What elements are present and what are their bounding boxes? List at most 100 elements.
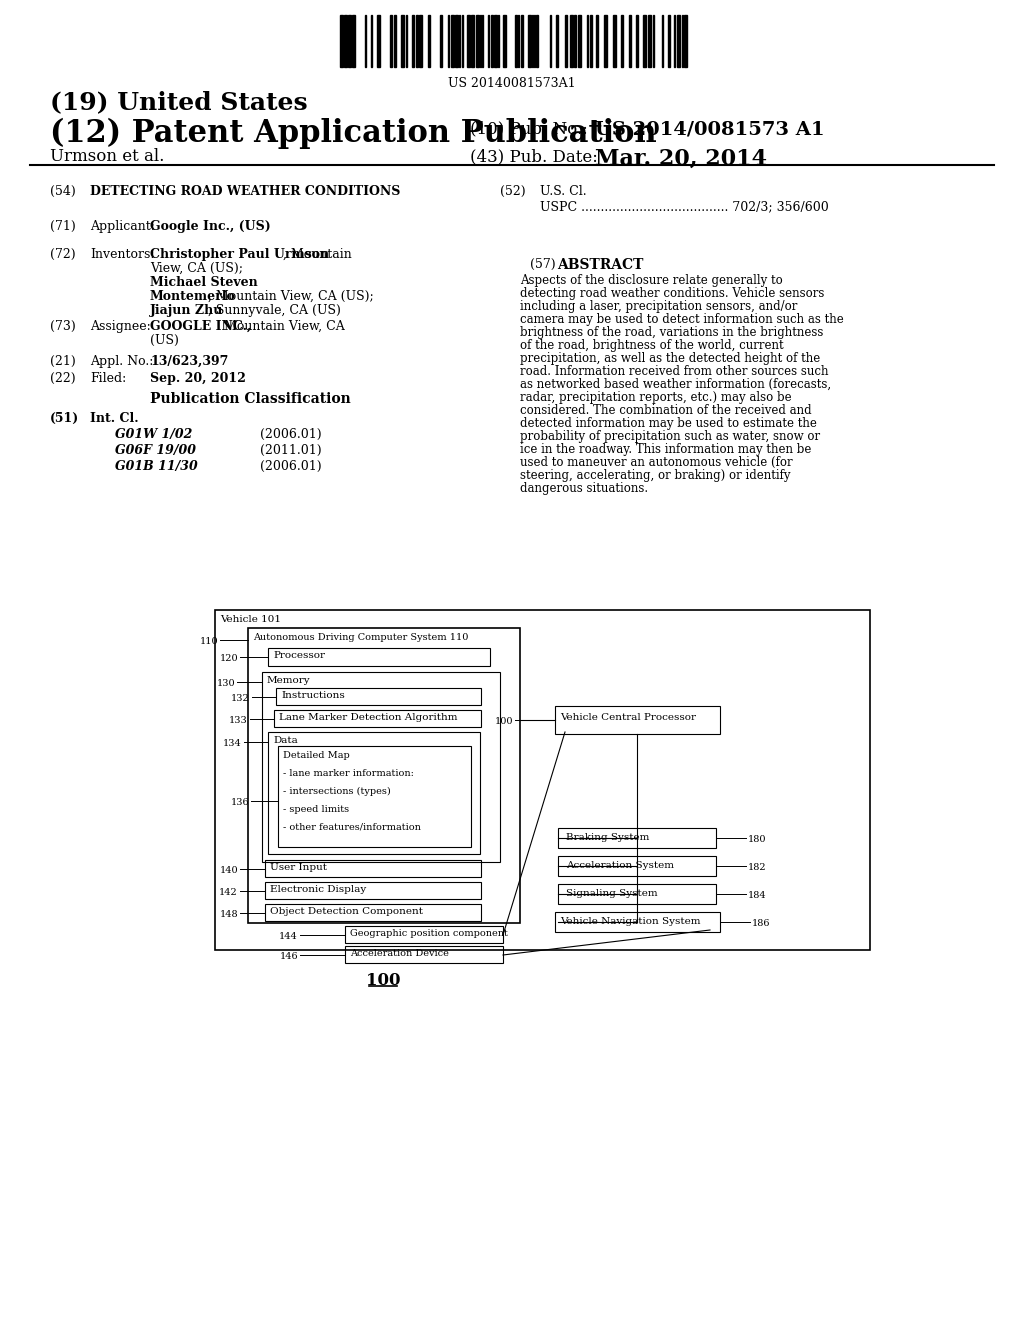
- Text: Sep. 20, 2012: Sep. 20, 2012: [150, 372, 246, 385]
- Text: (2006.01): (2006.01): [260, 428, 322, 441]
- Text: (2011.01): (2011.01): [260, 444, 322, 457]
- Bar: [345, 946, 503, 964]
- Bar: [276, 688, 481, 705]
- Bar: [377, 15, 380, 67]
- Text: View, CA (US);: View, CA (US);: [150, 261, 247, 275]
- Text: Google Inc., (US): Google Inc., (US): [150, 220, 270, 234]
- Text: 130: 130: [216, 678, 234, 688]
- Text: (US): (US): [150, 334, 179, 347]
- Bar: [613, 15, 616, 67]
- Bar: [412, 15, 414, 67]
- Bar: [416, 15, 418, 67]
- Text: Jiajun Zhu: Jiajun Zhu: [150, 304, 223, 317]
- Bar: [558, 828, 716, 847]
- Text: Vehicle 101: Vehicle 101: [220, 615, 281, 624]
- Text: 182: 182: [748, 863, 767, 873]
- Text: Acceleration Device: Acceleration Device: [350, 949, 449, 958]
- Bar: [340, 15, 343, 67]
- Text: - lane marker information:: - lane marker information:: [283, 770, 414, 777]
- Bar: [265, 904, 481, 921]
- Text: Vehicle Navigation System: Vehicle Navigation System: [560, 917, 700, 927]
- Text: probability of precipitation such as water, snow or: probability of precipitation such as wat…: [520, 430, 820, 444]
- Text: , Mountain: , Mountain: [284, 248, 352, 261]
- Text: 100: 100: [495, 717, 513, 726]
- Bar: [348, 15, 351, 67]
- Bar: [556, 15, 558, 67]
- Bar: [629, 15, 631, 67]
- Bar: [471, 15, 474, 67]
- Text: US 20140081573A1: US 20140081573A1: [449, 77, 575, 90]
- Text: brightness of the road, variations in the brightness: brightness of the road, variations in th…: [520, 326, 823, 339]
- Text: , Mountain View, CA (US);: , Mountain View, CA (US);: [208, 290, 374, 304]
- Text: USPC ...................................... 702/3; 356/600: USPC ...................................…: [540, 201, 828, 213]
- Text: 134: 134: [223, 739, 242, 748]
- Bar: [345, 927, 503, 942]
- Text: (71): (71): [50, 220, 76, 234]
- Bar: [394, 15, 396, 67]
- Text: G01B 11/30: G01B 11/30: [115, 459, 198, 473]
- Text: as networked based weather information (forecasts,: as networked based weather information (…: [520, 378, 831, 391]
- Bar: [440, 15, 442, 67]
- Bar: [558, 884, 716, 904]
- Bar: [490, 15, 493, 67]
- Text: Instructions: Instructions: [281, 690, 345, 700]
- Text: 136: 136: [230, 799, 249, 807]
- Text: 110: 110: [200, 638, 218, 645]
- Text: Filed:: Filed:: [90, 372, 126, 385]
- Text: Publication Classification: Publication Classification: [150, 392, 351, 407]
- Bar: [503, 15, 506, 67]
- Text: GOOGLE INC.,: GOOGLE INC.,: [150, 319, 251, 333]
- Text: Processor: Processor: [273, 651, 325, 660]
- Text: (21): (21): [50, 355, 76, 368]
- Bar: [604, 15, 607, 67]
- Bar: [451, 15, 454, 67]
- Text: Detailed Map: Detailed Map: [283, 751, 350, 760]
- Text: 142: 142: [219, 888, 238, 898]
- Text: 146: 146: [280, 952, 298, 961]
- Text: 148: 148: [219, 909, 238, 919]
- Text: Mountain View, CA: Mountain View, CA: [220, 319, 345, 333]
- Text: detected information may be used to estimate the: detected information may be used to esti…: [520, 417, 817, 430]
- Text: - intersections (types): - intersections (types): [283, 787, 391, 796]
- Text: 120: 120: [219, 653, 238, 663]
- Text: Int. Cl.: Int. Cl.: [90, 412, 138, 425]
- Text: (72): (72): [50, 248, 76, 261]
- Bar: [578, 15, 581, 67]
- Text: User Input: User Input: [270, 863, 327, 873]
- Text: , Sunnyvale, CA (US): , Sunnyvale, CA (US): [208, 304, 341, 317]
- Text: 180: 180: [748, 836, 767, 843]
- Text: steering, accelerating, or braking) or identify: steering, accelerating, or braking) or i…: [520, 469, 791, 482]
- Text: Urmson et al.: Urmson et al.: [50, 148, 165, 165]
- Bar: [558, 855, 716, 876]
- Bar: [521, 15, 523, 67]
- Bar: [570, 15, 573, 67]
- Text: ABSTRACT: ABSTRACT: [557, 257, 643, 272]
- Text: Data: Data: [273, 737, 298, 744]
- Bar: [215, 610, 870, 950]
- Text: Christopher Paul Urmson: Christopher Paul Urmson: [150, 248, 329, 261]
- Text: (57): (57): [530, 257, 556, 271]
- Bar: [528, 15, 531, 67]
- Bar: [590, 15, 592, 67]
- Bar: [555, 912, 720, 932]
- Text: Assignee:: Assignee:: [90, 319, 151, 333]
- Text: Vehicle Central Processor: Vehicle Central Processor: [560, 713, 696, 722]
- Bar: [467, 15, 470, 67]
- Text: 100: 100: [366, 972, 400, 989]
- Text: Aspects of the disclosure relate generally to: Aspects of the disclosure relate general…: [520, 275, 782, 286]
- Text: Electronic Display: Electronic Display: [270, 884, 367, 894]
- Bar: [555, 706, 720, 734]
- Text: dangerous situations.: dangerous situations.: [520, 482, 648, 495]
- Bar: [684, 15, 687, 67]
- Bar: [419, 15, 422, 67]
- Bar: [621, 15, 623, 67]
- Bar: [265, 861, 481, 876]
- Bar: [574, 15, 575, 67]
- Bar: [565, 15, 567, 67]
- Text: G01W 1/02: G01W 1/02: [115, 428, 193, 441]
- Text: Geographic position component: Geographic position component: [350, 929, 508, 939]
- Bar: [668, 15, 670, 67]
- Text: (73): (73): [50, 319, 76, 333]
- Text: Applicant:: Applicant:: [90, 220, 155, 234]
- Text: 186: 186: [752, 919, 770, 928]
